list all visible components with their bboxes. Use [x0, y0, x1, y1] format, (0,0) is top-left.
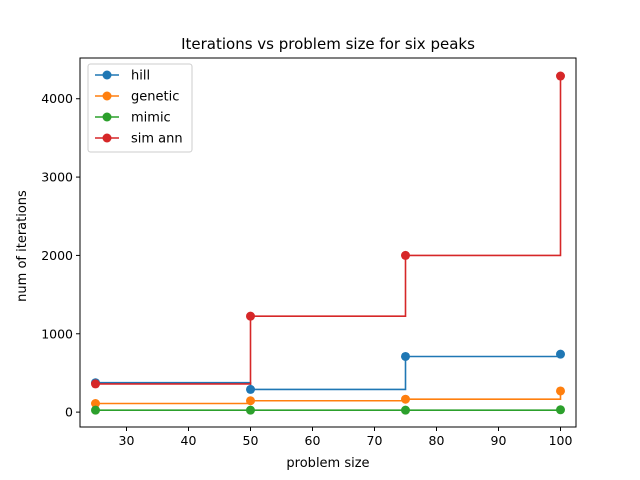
x-axis: 30 40 50 60 70 80 90 100 [119, 427, 573, 448]
series-line-sim-ann [95, 76, 562, 385]
x-tick-label: 90 [491, 433, 507, 448]
data-point-sim-ann [246, 311, 255, 321]
y-axis-label: num of iterations [15, 190, 30, 302]
data-point-hill [556, 349, 565, 359]
data-point-sim-ann [91, 379, 100, 389]
data-point-genetic [401, 394, 410, 404]
y-tick-label: 1000 [41, 326, 73, 341]
legend-marker-sim-ann [102, 133, 112, 143]
data-point-genetic [246, 396, 255, 406]
y-tick-label: 0 [65, 405, 73, 420]
data-point-hill [401, 351, 410, 361]
data-point-mimic [246, 405, 255, 415]
x-tick-label: 100 [549, 433, 573, 448]
x-tick-label: 30 [119, 433, 135, 448]
data-point-genetic [91, 398, 100, 408]
legend-marker-hill [102, 70, 112, 80]
x-tick-label: 70 [367, 433, 383, 448]
y-axis: 0 1000 2000 3000 4000 [41, 91, 80, 420]
legend-label-genetic: genetic [131, 90, 179, 105]
chart-title: Iterations vs problem size for six peaks [181, 35, 475, 53]
y-tick-label: 4000 [41, 91, 73, 106]
legend-marker-genetic [102, 91, 112, 101]
x-tick-label: 80 [429, 433, 445, 448]
legend-marker-mimic [102, 112, 112, 122]
x-tick-label: 50 [243, 433, 259, 448]
x-tick-label: 40 [181, 433, 197, 448]
data-point-mimic [91, 405, 100, 415]
data-point-genetic [556, 386, 565, 396]
x-axis-label: problem size [286, 456, 369, 471]
data-point-mimic [556, 405, 565, 415]
legend: hill genetic mimic sim ann [87, 63, 193, 153]
data-point-sim-ann [401, 250, 410, 260]
y-tick-label: 2000 [41, 248, 73, 263]
data-point-sim-ann [556, 71, 565, 81]
y-tick-label: 3000 [41, 170, 73, 185]
legend-label-sim-ann: sim ann [131, 132, 183, 147]
legend-box [87, 63, 193, 153]
x-tick-label: 60 [305, 433, 321, 448]
legend-label-mimic: mimic [131, 111, 171, 126]
plot-area [79, 57, 577, 428]
data-point-mimic [401, 405, 410, 415]
legend-label-hill: hill [131, 69, 150, 84]
data-point-hill [246, 384, 255, 394]
series-layer [91, 71, 565, 415]
